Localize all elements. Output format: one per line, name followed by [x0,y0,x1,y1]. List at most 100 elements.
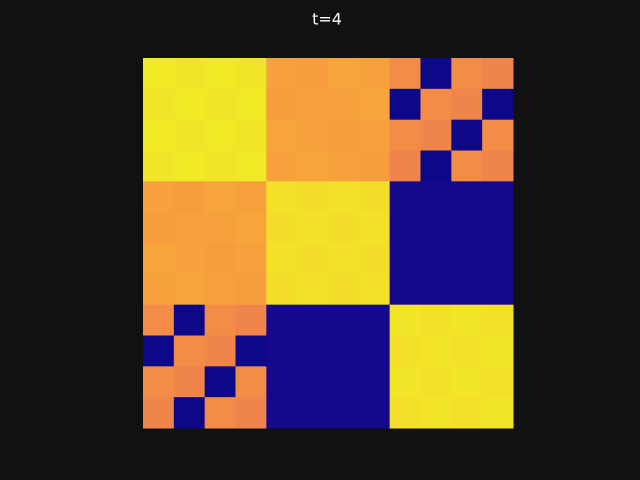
heatmap-cell [173,181,206,213]
heatmap-cell [451,335,483,367]
heatmap-cell [266,335,298,367]
heatmap-cell [266,119,298,151]
heatmap-cell [358,58,391,90]
heatmap-cell [266,243,298,275]
heatmap-cell [235,335,267,367]
heatmap-cell [358,335,391,367]
heatmap-cell [204,150,236,182]
heatmap-cell [204,58,236,90]
heatmap-cell [451,58,483,90]
heatmap-cell [328,119,360,151]
heatmap-cell [358,243,391,275]
heatmap-cell [451,304,483,336]
heatmap-cell [204,243,236,275]
heatmap-cell [358,212,391,244]
heatmap-cell [328,58,360,90]
heatmap-cell [173,243,206,275]
heatmap-cell [389,181,421,213]
heatmap-cell [204,366,236,398]
heatmap-cell [143,335,175,367]
heatmap-cell [297,366,329,398]
heatmap-cell [389,366,421,398]
heatmap-cell [173,304,206,336]
heatmap-cell [297,88,329,121]
heatmap-cell [143,119,175,151]
heatmap-cell [482,212,514,244]
heatmap-cell [328,181,360,213]
heatmap-cell [204,397,236,429]
heatmap-cell [328,243,360,275]
heatmap-cell [297,304,329,336]
heatmap-cell [143,58,175,90]
heatmap-cell [389,119,421,151]
heatmap-cell [266,304,298,336]
heatmap-cell [389,88,421,121]
heatmap-cell [420,88,452,121]
heatmap-cell [389,212,421,244]
heatmap-cell [143,304,175,336]
heatmap-cell [358,119,391,151]
heatmap-cell [420,119,452,151]
heatmap-cell [482,150,514,182]
heatmap-cell [358,181,391,213]
heatmap-cell [482,304,514,336]
heatmap-cell [235,88,267,121]
heatmap-cell [143,88,175,121]
heatmap-cell [297,181,329,213]
heatmap-cell [266,58,298,90]
heatmap-cell [173,88,206,121]
heatmap-cell [328,150,360,182]
heatmap-cell [389,243,421,275]
heatmap-cell [235,212,267,244]
heatmap-cell [143,212,175,244]
heatmap-cell [173,273,206,306]
heatmap-cell [173,58,206,90]
heatmap-cell [389,58,421,90]
heatmap-cell [358,366,391,398]
heatmap-cell [328,273,360,306]
heatmap-cell [235,366,267,398]
heatmap-cell [297,58,329,90]
heatmap-cell [266,212,298,244]
heatmap-cell [482,119,514,151]
heatmap-cell [266,181,298,213]
heatmap-cell [420,243,452,275]
heatmap-cell [266,366,298,398]
heatmap-cell [358,150,391,182]
heatmap-cell [420,58,452,90]
heatmap-cell [328,335,360,367]
heatmap-cell [420,397,452,429]
heatmap-cell [482,243,514,275]
heatmap-cell [235,273,267,306]
heatmap-cell [143,366,175,398]
heatmap-cell [173,119,206,151]
heatmap-cell [204,335,236,367]
heatmap-cell [420,335,452,367]
heatmap-cell [173,212,206,244]
heatmap-cell [389,335,421,367]
heatmap-cell [328,304,360,336]
heatmap-cell [173,150,206,182]
heatmap-cell [451,181,483,213]
heatmap-cell [482,273,514,306]
heatmap-cell [358,397,391,429]
heatmap-cell [204,304,236,336]
heatmap-cell [451,243,483,275]
heatmap-cell [173,397,206,429]
heatmap-cell [235,181,267,213]
heatmap-cell [235,58,267,90]
heatmap-cell [235,119,267,151]
chart-title: t=4 [312,10,342,29]
heatmap-cell [389,397,421,429]
heatmap-cell [297,150,329,182]
heatmap-cell [389,150,421,182]
heatmap-cell [451,212,483,244]
heatmap-cell [451,397,483,429]
heatmap-cell [328,397,360,429]
heatmap-cell [173,366,206,398]
heatmap-cell [173,335,206,367]
heatmap-cell [204,181,236,213]
heatmap-cell [235,150,267,182]
